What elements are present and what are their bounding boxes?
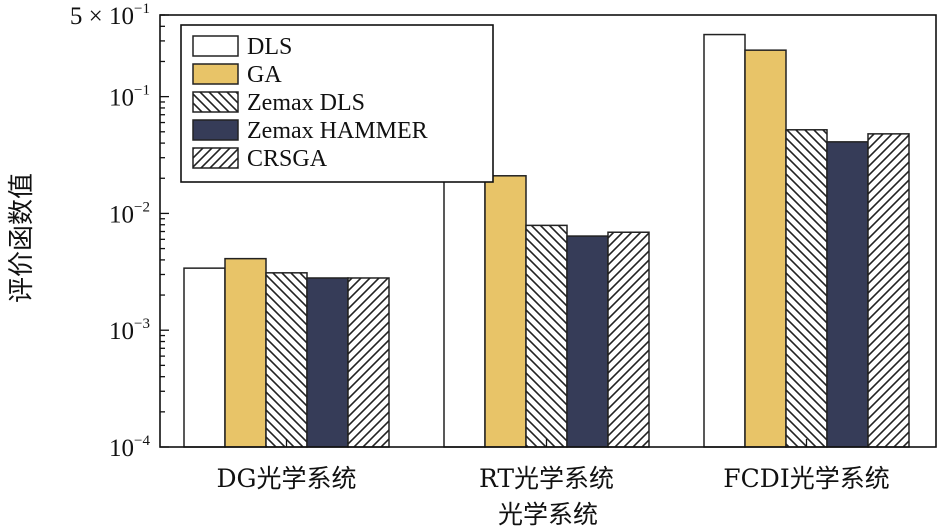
bar-crsga-2	[607, 231, 650, 448]
y-ticks-layer: 10−4 10−3 10−2 10−1 5 × 10−1	[70, 1, 169, 462]
bar-zemax-dls-2	[525, 224, 568, 448]
legend-swatch	[192, 91, 239, 113]
bar-crsga-1	[347, 277, 390, 448]
legend-label: DLS	[247, 34, 292, 60]
bar-ga-1	[224, 257, 267, 448]
y-axis-label: 评价函数值	[7, 173, 37, 303]
legend-swatch	[192, 35, 239, 57]
x-tick-label: DG光学系统	[216, 464, 356, 493]
legend-swatch	[192, 147, 239, 169]
legend-label: Zemax DLS	[247, 90, 365, 116]
bar-dls-2	[443, 177, 486, 448]
legend-label: Zemax HAMMER	[247, 118, 428, 144]
y-tick-label: 10−4	[109, 433, 150, 462]
bar-zemax-hammer-1	[306, 277, 349, 448]
x-axis-label: 光学系统	[498, 500, 598, 529]
legend-swatch	[192, 119, 239, 141]
y-axis-title: 评价函数值	[7, 173, 37, 303]
y-tick-label: 10−2	[109, 199, 150, 228]
x-labels-layer: DG光学系统 RT光学系统 FCDI光学系统	[216, 439, 890, 493]
y-tick-label: 5 × 10−1	[70, 1, 150, 30]
bars-layer	[183, 33, 910, 448]
x-tick-label: RT光学系统	[479, 464, 614, 493]
y-tick-label: 10−3	[109, 316, 150, 345]
legend-swatch	[192, 63, 239, 85]
bar-ga-2	[484, 175, 527, 448]
x-tick-label: FCDI光学系统	[723, 464, 889, 493]
legend-label: CRSGA	[247, 146, 328, 172]
bar-zemax-hammer-3	[826, 141, 869, 448]
bar-zemax-hammer-2	[566, 235, 609, 448]
bar-crsga-3	[867, 133, 910, 448]
legend-label: GA	[247, 62, 282, 88]
y-tick-label: 10−1	[109, 83, 150, 112]
bar-zemax-dls-1	[265, 272, 308, 448]
bar-ga-3	[744, 49, 787, 448]
bar-zemax-dls-3	[785, 129, 828, 448]
plot-frame	[159, 14, 937, 448]
bar-dls-1	[183, 267, 226, 448]
bar-dls-3	[703, 33, 746, 448]
